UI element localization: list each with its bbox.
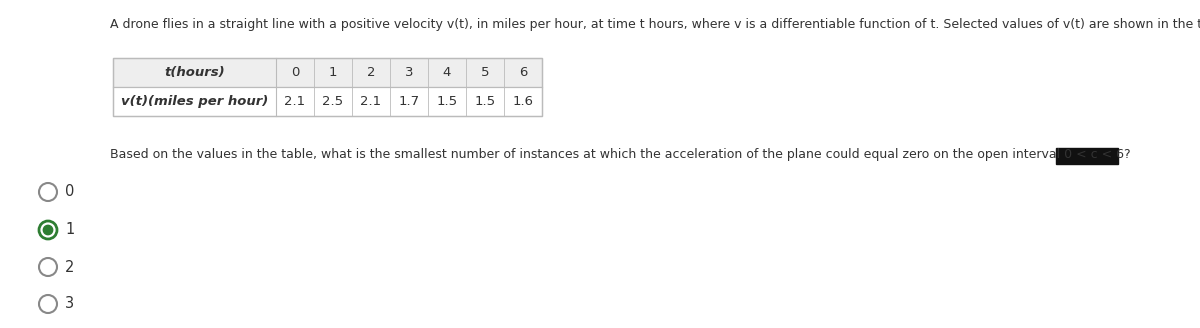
Text: 3: 3: [404, 66, 413, 79]
Text: A drone flies in a straight line with a positive velocity v(t), in miles per hou: A drone flies in a straight line with a …: [110, 18, 1200, 31]
Ellipse shape: [38, 183, 58, 201]
Text: 4: 4: [443, 66, 451, 79]
Ellipse shape: [38, 221, 58, 239]
Ellipse shape: [38, 258, 58, 276]
Text: 1.7: 1.7: [398, 95, 420, 108]
Text: 2: 2: [367, 66, 376, 79]
Bar: [113, 58, 542, 116]
Text: 6: 6: [518, 66, 527, 79]
Text: 3: 3: [65, 297, 74, 312]
Text: 2.1: 2.1: [360, 95, 382, 108]
Text: 5: 5: [481, 66, 490, 79]
Text: 1: 1: [65, 222, 74, 237]
Text: 1: 1: [329, 66, 337, 79]
Text: 2.1: 2.1: [284, 95, 306, 108]
Text: 1.5: 1.5: [437, 95, 457, 108]
Ellipse shape: [38, 295, 58, 313]
Text: 0: 0: [65, 184, 74, 199]
Ellipse shape: [43, 225, 53, 235]
Text: 2: 2: [65, 259, 74, 275]
Text: 1.5: 1.5: [474, 95, 496, 108]
Bar: [1056, 148, 1118, 164]
Bar: [113, 87, 542, 116]
Text: 2.5: 2.5: [323, 95, 343, 108]
Text: t(hours): t(hours): [164, 66, 224, 79]
Text: Based on the values in the table, what is the smallest number of instances at wh: Based on the values in the table, what i…: [110, 148, 1130, 161]
Text: v(t)(miles per hour): v(t)(miles per hour): [121, 95, 268, 108]
Text: 1.6: 1.6: [512, 95, 534, 108]
Text: 0: 0: [290, 66, 299, 79]
Bar: [113, 58, 542, 87]
